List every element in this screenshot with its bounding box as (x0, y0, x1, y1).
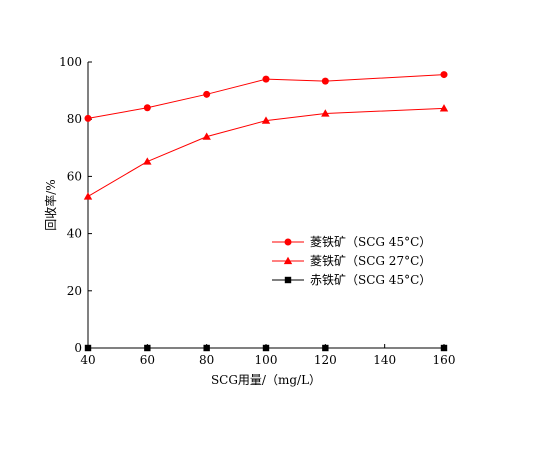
legend-item: 赤铁矿（SCG 45°C） (272, 273, 431, 287)
data-point (321, 109, 330, 117)
legend-label: 菱铁矿（SCG 27°C） (310, 254, 431, 268)
legend: 菱铁矿（SCG 45°C） 菱铁矿（SCG 27°C） 赤铁矿（SCG 45°C） (272, 235, 431, 287)
x-tick-label: 100 (255, 353, 278, 367)
series-line (87, 74, 445, 119)
x-tick-label: 140 (373, 353, 396, 367)
data-point (262, 344, 270, 352)
data-point (283, 256, 293, 265)
data-point (439, 104, 449, 112)
series (83, 71, 449, 352)
y-axis-title: 回收率/% (43, 179, 58, 230)
data-point (143, 104, 151, 112)
y-tick-label: 60 (67, 169, 82, 183)
x-tick-label: 160 (433, 353, 456, 367)
data-point (261, 116, 271, 124)
data-point (284, 276, 292, 284)
legend-item: 菱铁矿（SCG 45°C） (272, 235, 431, 249)
legend-item: 菱铁矿（SCG 27°C） (272, 254, 431, 268)
data-point (144, 344, 151, 352)
data-point (322, 344, 329, 352)
y-tick-label: 40 (67, 227, 82, 241)
x-tick-label: 40 (80, 353, 95, 367)
x-tick-label: 60 (140, 353, 155, 367)
data-point (203, 344, 210, 352)
series-1 (84, 71, 448, 122)
x-tick-label: 120 (314, 353, 337, 367)
data-point (143, 157, 152, 165)
series-2 (83, 104, 449, 200)
data-point (202, 132, 211, 140)
series-line (87, 107, 445, 197)
data-point (440, 344, 448, 352)
x-axis-ticks: 40 60 80 100 120 140 160 (80, 344, 455, 367)
data-point (440, 71, 448, 79)
y-tick-label: 0 (74, 341, 82, 355)
data-point (84, 344, 92, 352)
series-3 (84, 344, 448, 352)
legend-label: 菱铁矿（SCG 45°C） (310, 235, 431, 249)
x-tick-label: 80 (199, 353, 214, 367)
data-point (203, 90, 211, 98)
data-point (84, 114, 92, 122)
data-point (284, 238, 292, 246)
axes: 40 60 80 100 120 140 160 0 20 40 60 80 100 SCG用量/（m… (43, 55, 455, 387)
legend-label: 赤铁矿（SCG 45°C） (310, 273, 431, 287)
data-point (321, 77, 329, 85)
x-axis-title: SCG用量/（mg/L） (211, 373, 321, 387)
data-point (262, 75, 270, 83)
data-point (83, 192, 93, 200)
y-axis-ticks: 0 20 40 60 80 100 (59, 55, 92, 355)
y-tick-label: 80 (67, 112, 82, 126)
y-tick-label: 100 (59, 55, 82, 69)
y-tick-label: 20 (67, 284, 82, 298)
